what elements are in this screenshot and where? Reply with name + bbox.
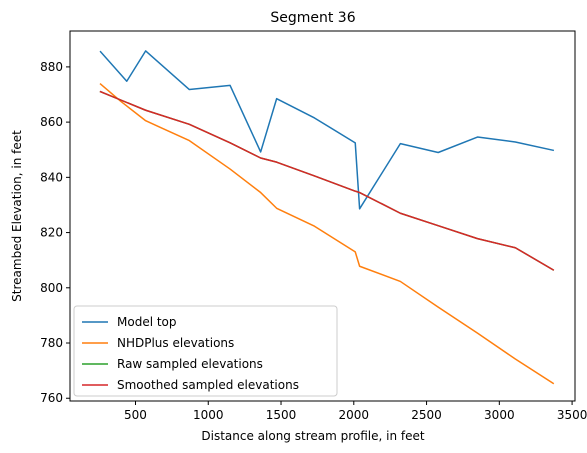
x-tick-label: 3500 [557, 408, 587, 422]
series-line-2 [99, 82, 555, 385]
plot-frame [69, 30, 576, 402]
x-tick-label: 3000 [484, 408, 515, 422]
y-tick-label: 840 [40, 170, 63, 184]
legend-label-1: Model top [117, 315, 177, 329]
legend-box [73, 305, 338, 397]
chart-title: Segment 36 [270, 10, 355, 26]
legend-label-3: Raw sampled elevations [117, 357, 263, 371]
x-tick-label: 1000 [193, 408, 224, 422]
plot-lines [99, 50, 555, 385]
y-axis: 760 780 800 820 840 860 880 [40, 60, 70, 405]
y-tick-label: 860 [40, 115, 63, 129]
y-tick-label: 800 [40, 281, 63, 295]
y-tick-label: 880 [40, 60, 63, 74]
y-tick-label: 760 [40, 391, 63, 405]
x-tick-label: 2500 [411, 408, 442, 422]
x-axis-label: Distance along stream profile, in feet [201, 429, 424, 443]
y-axis-label: Streambed Elevation, in feet [10, 130, 24, 302]
legend-label-2: NHDPlus elevations [117, 336, 234, 350]
x-tick-label: 1500 [266, 408, 297, 422]
legend-label-4: Smoothed sampled elevations [117, 378, 299, 392]
series-line-1 [99, 50, 555, 210]
x-tick-label: 2000 [339, 408, 370, 422]
legend: Model top NHDPlus elevations Raw sampled e… [73, 305, 338, 397]
y-tick-label: 820 [40, 226, 63, 240]
y-tick-label: 780 [40, 336, 63, 350]
series-line-4 [99, 90, 555, 271]
x-axis: 500 1000 1500 2000 2500 3000 3500 [124, 401, 587, 422]
x-tick-label: 500 [124, 408, 147, 422]
